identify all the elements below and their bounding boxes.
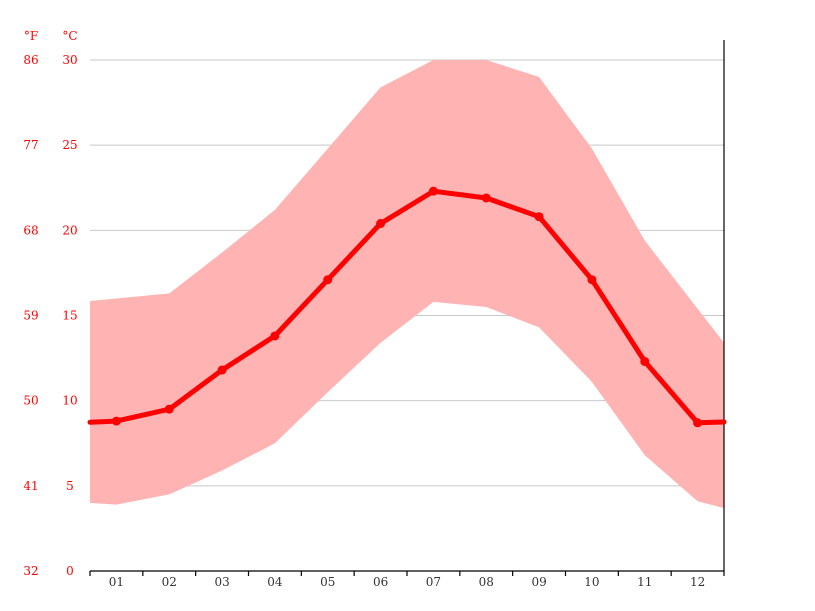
month-label-12: 12 — [690, 575, 705, 589]
data-point-09 — [534, 212, 544, 222]
celsius-tick-label: 25 — [62, 138, 77, 152]
fahrenheit-tick-label: 41 — [23, 479, 38, 493]
month-label-02: 02 — [162, 575, 177, 589]
data-point-12 — [693, 418, 703, 428]
mean-temperature-line — [87, 188, 727, 426]
month-label-01: 01 — [109, 575, 124, 589]
fahrenheit-unit-label: °F — [24, 29, 38, 43]
mean-temperature-points — [111, 186, 703, 428]
data-point-06 — [376, 219, 386, 229]
celsius-tick-label: 10 — [62, 394, 77, 408]
data-point-07 — [428, 186, 438, 196]
month-label-06: 06 — [373, 575, 388, 589]
month-label-11: 11 — [637, 575, 652, 589]
celsius-unit-label: °C — [62, 29, 77, 43]
celsius-tick-label: 30 — [62, 53, 77, 67]
tick-labels: 01 02 03 04 05 06 07 08 09 10 11 12 0 32 5 41 10 50 15 59 20… — [23, 53, 705, 589]
month-label-10: 10 — [584, 575, 599, 589]
axes — [89, 40, 725, 576]
data-point-04 — [270, 331, 280, 341]
month-label-08: 08 — [479, 575, 494, 589]
data-point-01 — [111, 416, 121, 426]
fahrenheit-tick-label: 50 — [23, 394, 38, 408]
fahrenheit-tick-label: 32 — [23, 564, 38, 578]
fahrenheit-tick-label: 68 — [23, 223, 38, 237]
temperature-range-band — [90, 60, 724, 509]
month-label-07: 07 — [426, 575, 441, 589]
data-point-02 — [164, 404, 174, 414]
celsius-tick-label: 15 — [62, 309, 77, 323]
celsius-tick-label: 20 — [62, 223, 77, 237]
data-point-05 — [323, 275, 333, 285]
fahrenheit-tick-label: 86 — [23, 53, 38, 67]
fahrenheit-tick-label: 59 — [23, 309, 38, 323]
month-label-05: 05 — [320, 575, 335, 589]
celsius-tick-label: 5 — [66, 479, 74, 493]
data-point-08 — [481, 193, 491, 203]
month-label-03: 03 — [214, 575, 229, 589]
fahrenheit-tick-label: 77 — [23, 138, 38, 152]
data-point-03 — [217, 365, 227, 375]
month-label-09: 09 — [531, 575, 546, 589]
data-point-10 — [587, 275, 597, 285]
month-label-04: 04 — [267, 575, 283, 589]
celsius-tick-label: 0 — [66, 564, 74, 578]
data-point-11 — [640, 356, 650, 366]
